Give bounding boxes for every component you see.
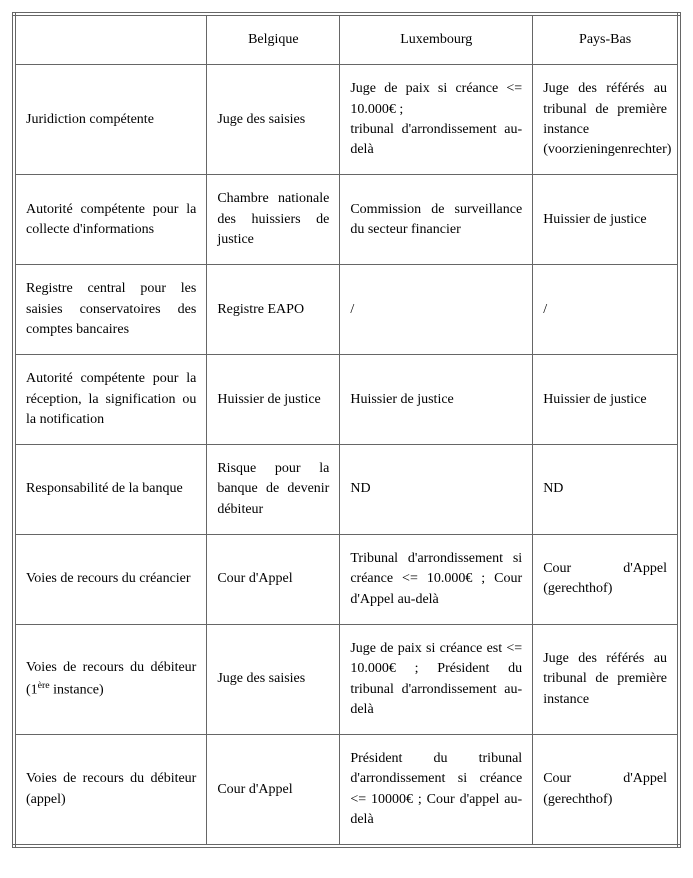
row-label: Voies de recours du débiteur (1ère insta… bbox=[14, 624, 207, 734]
cell-luxembourg: ND bbox=[340, 445, 533, 535]
cell-belgique: Chambre nationale des huissiers de justi… bbox=[207, 175, 340, 265]
table-header-row: Belgique Luxembourg Pays-Bas bbox=[14, 14, 679, 65]
row-label: Voies de recours du créancier bbox=[14, 535, 207, 625]
table-row: Autorité compétente pour la réception, l… bbox=[14, 355, 679, 445]
row-label: Voies de recours du débiteur (appel) bbox=[14, 735, 207, 847]
table-row: Voies de recours du créancierCour d'Appe… bbox=[14, 535, 679, 625]
col-header-paysbas: Pays-Bas bbox=[533, 14, 679, 65]
row-label: Autorité compétente pour la collecte d'i… bbox=[14, 175, 207, 265]
row-label: Registre central pour les saisies conser… bbox=[14, 265, 207, 355]
table-row: Autorité compétente pour la collecte d'i… bbox=[14, 175, 679, 265]
cell-luxembourg: Juge de paix si créance <= 10.000€ ;trib… bbox=[340, 65, 533, 175]
col-header-belgique: Belgique bbox=[207, 14, 340, 65]
cell-paysbas: Cour d'Appel (gerechthof) bbox=[533, 735, 679, 847]
cell-paysbas: Juge des référés au tribunal de première… bbox=[533, 65, 679, 175]
row-label: Responsabilité de la banque bbox=[14, 445, 207, 535]
cell-belgique: Cour d'Appel bbox=[207, 735, 340, 847]
cell-luxembourg: Juge de paix si créance est <= 10.000€ ;… bbox=[340, 624, 533, 734]
cell-paysbas: Cour d'Appel (gerechthof) bbox=[533, 535, 679, 625]
cell-luxembourg: Huissier de justice bbox=[340, 355, 533, 445]
row-label: Autorité compétente pour la réception, l… bbox=[14, 355, 207, 445]
cell-luxembourg: Commission de surveillance du secteur fi… bbox=[340, 175, 533, 265]
col-header-empty bbox=[14, 14, 207, 65]
cell-paysbas: ND bbox=[533, 445, 679, 535]
cell-luxembourg: Tribunal d'arrondissement si créance <= … bbox=[340, 535, 533, 625]
cell-belgique: Risque pour la banque de devenir débiteu… bbox=[207, 445, 340, 535]
cell-luxembourg: Président du tribunal d'arrondissement s… bbox=[340, 735, 533, 847]
table-row: Responsabilité de la banqueRisque pour l… bbox=[14, 445, 679, 535]
col-header-luxembourg: Luxembourg bbox=[340, 14, 533, 65]
cell-belgique: Cour d'Appel bbox=[207, 535, 340, 625]
table-row: Voies de recours du débiteur (appel)Cour… bbox=[14, 735, 679, 847]
table-row: Registre central pour les saisies conser… bbox=[14, 265, 679, 355]
comparison-table: Belgique Luxembourg Pays-Bas Juridiction… bbox=[12, 12, 681, 848]
table-row: Juridiction compétenteJuge des saisiesJu… bbox=[14, 65, 679, 175]
cell-paysbas: Juge des référés au tribunal de première… bbox=[533, 624, 679, 734]
cell-belgique: Juge des saisies bbox=[207, 65, 340, 175]
table-header: Belgique Luxembourg Pays-Bas bbox=[14, 14, 679, 65]
cell-belgique: Huissier de justice bbox=[207, 355, 340, 445]
cell-paysbas: Huissier de justice bbox=[533, 175, 679, 265]
cell-paysbas: Huissier de justice bbox=[533, 355, 679, 445]
table-body: Juridiction compétenteJuge des saisiesJu… bbox=[14, 65, 679, 847]
row-label: Juridiction compétente bbox=[14, 65, 207, 175]
cell-belgique: Juge des saisies bbox=[207, 624, 340, 734]
cell-belgique: Registre EAPO bbox=[207, 265, 340, 355]
cell-paysbas: / bbox=[533, 265, 679, 355]
table-row: Voies de recours du débiteur (1ère insta… bbox=[14, 624, 679, 734]
cell-luxembourg: / bbox=[340, 265, 533, 355]
